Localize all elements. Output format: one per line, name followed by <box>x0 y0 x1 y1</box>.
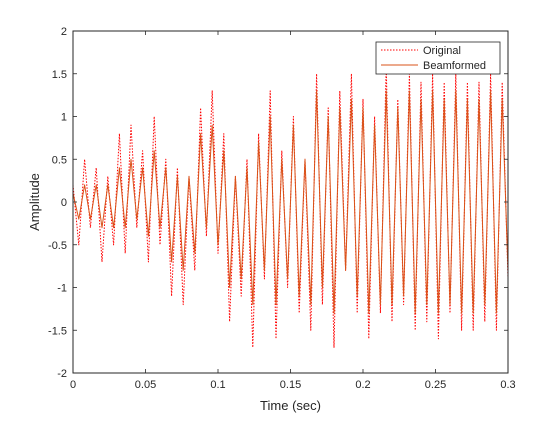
x-tick-label: 0.3 <box>500 379 515 391</box>
y-tick-label: 1.5 <box>52 69 67 81</box>
y-tick-label: 2 <box>61 26 67 38</box>
legend-box <box>375 41 501 75</box>
x-axis-label: Time (sec) <box>260 398 321 413</box>
y-tick-label: -2 <box>57 368 67 380</box>
axis-ticks: 0 0.05 0.1 0.15 0.2 0.25 0.3 -2 -1.5 -1 -0.5 0 0.5 1 1… <box>48 26 516 391</box>
legend-label-original: Original <box>423 45 461 57</box>
y-tick-label: -1 <box>57 283 67 295</box>
x-tick-label: 0.1 <box>210 379 225 391</box>
y-tick-label: -1.5 <box>48 325 67 337</box>
x-tick-label: 0.25 <box>425 379 446 391</box>
y-tick-label: 0.5 <box>52 154 67 166</box>
y-tick-label: -0.5 <box>48 240 67 252</box>
y-tick-label: 1 <box>61 112 67 124</box>
x-tick-label: 0 <box>70 379 76 391</box>
y-tick-label: 0 <box>61 197 67 209</box>
legend-label-beamformed: Beamformed <box>423 60 486 72</box>
series-line-beamformed <box>72 90 509 314</box>
x-tick-label: 0.2 <box>355 379 370 391</box>
y-axis-label: Amplitude <box>27 173 42 231</box>
x-tick-label: 0.15 <box>280 379 301 391</box>
x-tick-label: 0.05 <box>135 379 156 391</box>
plot-lines <box>72 64 509 348</box>
legend: Original Beamformed <box>375 41 501 75</box>
